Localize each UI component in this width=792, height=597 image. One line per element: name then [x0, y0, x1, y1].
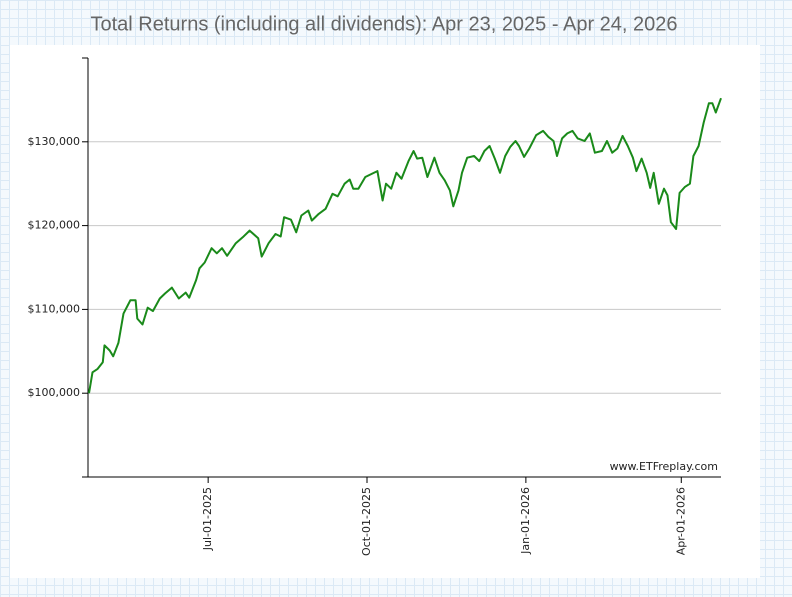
watermark: www.ETFreplay.com — [610, 460, 718, 473]
y-tick-label: $130,000 — [28, 135, 81, 148]
y-tick-label: $100,000 — [28, 386, 81, 399]
line — [88, 97, 722, 394]
y-tick-label: $120,000 — [28, 219, 81, 232]
panel — [10, 45, 760, 578]
x-tick-label: Oct-01-2025 — [360, 487, 373, 556]
x-tick-label: Jan-01-2026 — [519, 487, 532, 555]
x-tick-label: Apr-01-2026 — [674, 487, 687, 555]
chart-title: Total Returns (including all dividends):… — [90, 13, 677, 35]
y-tick-label: $110,000 — [28, 302, 81, 315]
x-tick-label: Jul-01-2025 — [201, 487, 214, 551]
